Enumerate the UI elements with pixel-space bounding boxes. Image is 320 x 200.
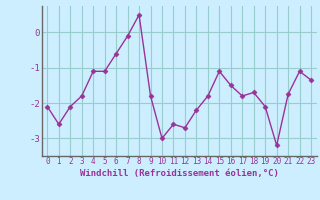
X-axis label: Windchill (Refroidissement éolien,°C): Windchill (Refroidissement éolien,°C) (80, 169, 279, 178)
